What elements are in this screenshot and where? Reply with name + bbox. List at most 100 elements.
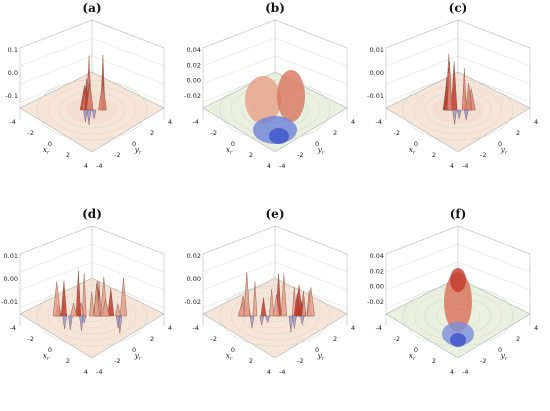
surface-trough [299,315,305,325]
y-tick-label: -2 [114,151,120,159]
grid-line [457,55,531,85]
x-tick-label: 0 [48,140,52,148]
x-tick-label: -2 [211,129,217,137]
surface-trough [269,128,289,144]
y-tick-label: -2 [114,357,120,365]
panel-label: (f) [450,207,467,221]
grid-line [91,55,165,85]
surface-trough [68,315,73,330]
surface-peak [75,270,82,317]
surface-peak [245,76,281,124]
x-tick-label: 0 [231,140,235,148]
x-tick-label: -4 [193,118,199,126]
surface-peak [273,294,280,317]
z-tick-label: -0.02 [184,298,201,306]
y-tick-label: -2 [297,151,303,159]
x-tick-label: 2 [249,151,253,159]
grid-line [91,261,165,291]
z-tick-label: -0.01 [367,92,384,100]
panel-label: (e) [266,207,285,221]
grid-line [274,243,348,273]
grid-line [91,243,165,273]
y-tick-label: 2 [333,129,337,137]
ripple-ring [413,85,503,135]
grid-line [457,261,531,291]
x-axis-label: xr [226,145,233,156]
surface-peak [52,281,61,317]
grid-line [385,55,459,85]
ripple-ring [58,91,126,129]
y-tick-label: -4 [279,368,285,376]
z-tick-label: 0.0 [8,69,18,77]
x-tick-label: 2 [66,151,70,159]
surface-peak [101,299,110,317]
x-tick-label: 0 [414,140,418,148]
grid-line [19,261,93,291]
z-tick-label: -0.01 [1,298,18,306]
y-tick-label: 0 [498,346,502,354]
x-tick-label: 0 [414,346,418,354]
y-tick-label: 0 [498,140,502,148]
surface-plot: (a) 0.1 0.0 -0.1 -4 -2 0 2 4 4 2 0 -2 -4 xr yr [5,1,172,170]
surface-trough [450,333,466,347]
ripple-ring [219,285,331,347]
y-tick-label: -4 [96,368,102,376]
z-tick-label: 0.02 [187,61,201,69]
x-tick-label: -4 [376,118,382,126]
surface-trough [115,315,121,329]
x-tick-label: -2 [28,335,34,343]
y-tick-label: 0 [315,346,319,354]
x-tick-label: 0 [231,346,235,354]
z-tick-label: 0.04 [187,46,201,54]
grid-line [274,261,348,291]
y-axis-label: yr [134,145,142,156]
z-tick-label: 0.00 [4,275,18,283]
y-axis-label: yr [134,351,142,362]
x-tick-label: 4 [84,368,88,376]
grid-line [202,243,276,273]
surface-plot: (c) 0.01 0.00 -0.01 -4 -2 0 2 4 4 2 0 -2 -4 xr yr [367,1,538,170]
grid-line [19,55,93,85]
z-tick-label: 0.00 [370,69,384,77]
x-tick-label: -2 [211,335,217,343]
grid-line [385,37,459,67]
surface-peak [306,287,315,317]
surface-peak [93,283,100,317]
grid-line [385,243,459,273]
surface-plot-panel: (d) 0.01 0.00 -0.01 -4 -2 0 2 4 4 2 0 -2 -4 xr yr [0,206,183,411]
surface-plot: (b) 0.04 0.02 0.00 -0.02 -4 -2 0 2 4 4 2 0 -2 -4 xr yr [184,1,355,170]
surface-peak [107,288,115,317]
x-axis-label: xr [43,145,50,156]
x-tick-label: 2 [432,357,436,365]
y-tick-label: 4 [351,118,355,126]
grid-line [385,261,459,291]
surface-peak [444,272,472,332]
surface-plot-panel: (f) 0.04 0.02 0.00 -0.02 -4 -2 0 2 4 4 2 0 -2 -4 xr yr [366,206,549,411]
y-tick-label: 4 [534,324,538,332]
y-tick-label: 4 [534,118,538,126]
ripple-ring [402,79,514,141]
surface-plot-panel: (c) 0.01 0.00 -0.01 -4 -2 0 2 4 4 2 0 -2 -4 xr yr [366,0,549,205]
y-tick-label: 2 [516,335,520,343]
x-tick-label: 0 [48,346,52,354]
panel-label: (b) [265,1,285,15]
surface-peak [465,82,473,111]
surface-plot: (f) 0.04 0.02 0.00 -0.02 -4 -2 0 2 4 4 2 0 -2 -4 xr yr [367,207,538,376]
z-tick-label: -0.02 [184,92,201,100]
grid-line [19,243,93,273]
surface-trough [259,315,265,326]
grid-line [457,37,531,67]
surface-peak [252,281,258,317]
y-tick-label: 2 [516,129,520,137]
z-tick-label: 0.01 [370,46,384,54]
y-axis-label: yr [317,351,325,362]
y-tick-label: 4 [168,118,172,126]
grid-line [202,261,276,291]
y-axis-label: yr [317,145,325,156]
x-tick-label: 4 [267,162,271,170]
surface-trough [452,109,457,125]
grid-line [202,37,276,67]
surface-plot-panel: (a) 0.1 0.0 -0.1 -4 -2 0 2 4 4 2 0 -2 -4 xr yr [0,0,183,205]
surface-plot-panel: (e) 0.02 0.00 -0.02 -4 -2 0 2 4 4 2 0 -2 -4 xr yr [183,206,366,411]
y-tick-label: -2 [480,151,486,159]
